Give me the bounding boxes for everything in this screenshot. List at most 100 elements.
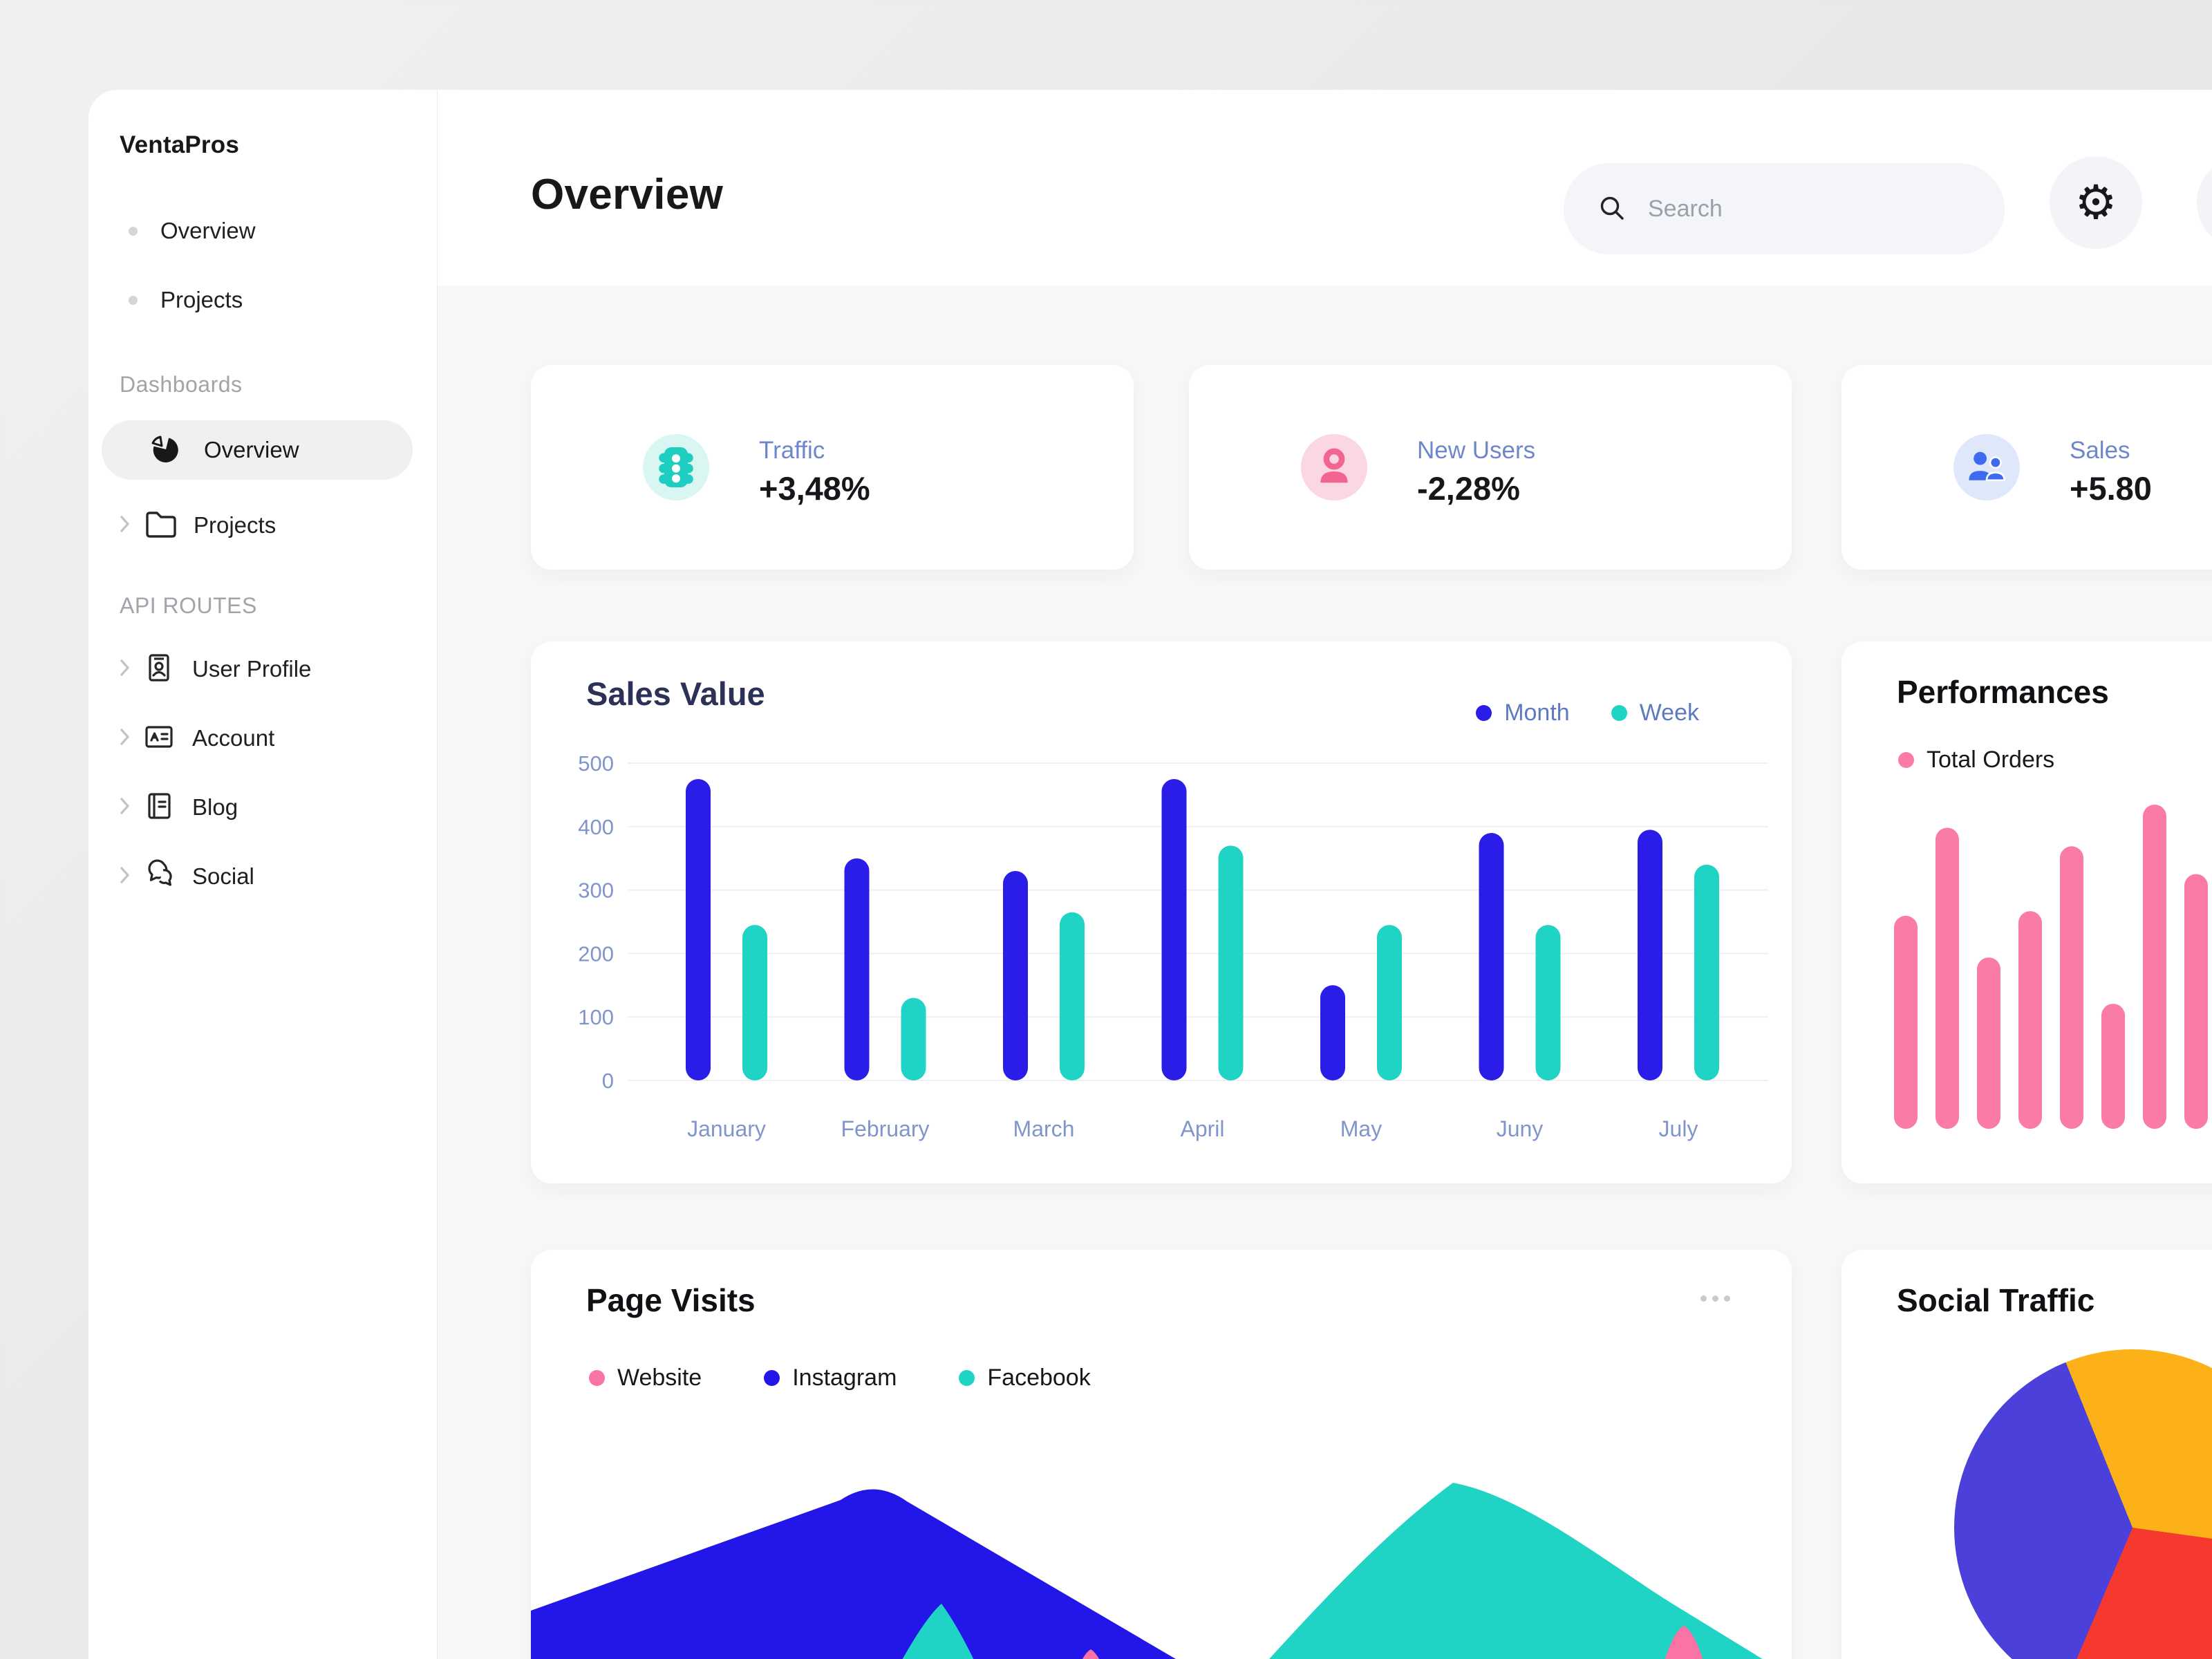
sidebar-item-account[interactable]: Account — [88, 715, 437, 761]
legend-label: Facebook — [987, 1365, 1091, 1391]
legend-label: Month — [1504, 700, 1570, 726]
contact-card-icon — [142, 720, 176, 757]
sidebar-item-label: Projects — [194, 512, 276, 538]
area-instagram — [531, 1489, 1176, 1659]
legend-dot-website — [589, 1370, 605, 1386]
stat-card-new-users: New Users -2,28% — [1189, 365, 1792, 570]
legend-item-instagram[interactable]: Instagram — [764, 1365, 897, 1391]
legend-label: Total Orders — [1927, 747, 2055, 773]
sidebar-item-overview-top[interactable]: Overview — [88, 209, 437, 252]
bar-total-orders-3 — [1977, 957, 2000, 1129]
page-visits-card: Page Visits Website Instagram Facebook — [531, 1250, 1792, 1659]
x-axis-tick-label: May — [1340, 1116, 1382, 1141]
stat-label: Sales — [2070, 437, 2130, 464]
search-input[interactable]: Search — [1564, 163, 2005, 254]
chevron-right-icon — [120, 659, 131, 680]
sidebar-item-social[interactable]: Social — [88, 854, 437, 899]
bar-month-january — [686, 778, 711, 1080]
bullet-dot-icon — [129, 226, 138, 236]
bar-month-february — [844, 858, 870, 1080]
legend-item-month[interactable]: Month — [1476, 700, 1570, 727]
settings-button[interactable]: ⚙ — [2050, 156, 2142, 249]
x-axis-tick-label: July — [1659, 1116, 1698, 1141]
y-axis-tick-label: 200 — [578, 941, 614, 966]
section-label-dashboards: Dashboards — [120, 372, 243, 397]
performances-card: Performances Total Orders — [1841, 641, 2212, 1183]
y-axis-tick-label: 500 — [578, 751, 614, 776]
sidebar-item-label: Overview — [160, 218, 256, 243]
bar-week-february — [901, 997, 926, 1080]
sidebar-item-label: Account — [192, 725, 275, 751]
legend-dot-total-orders — [1898, 752, 1914, 768]
bar-week-january — [742, 925, 767, 1080]
sales-value-card: Sales Value Month Week 0 100 200 300 400 500 J… — [531, 641, 1792, 1183]
bar-total-orders-2 — [1936, 827, 1959, 1129]
chevron-right-icon — [120, 797, 131, 818]
bar-total-orders-7 — [2143, 805, 2166, 1129]
stat-icon-circle — [643, 434, 709, 500]
y-axis-tick-label: 0 — [602, 1069, 614, 1093]
chevron-right-icon — [120, 515, 131, 536]
stat-card-traffic: Traffic +3,48% — [531, 365, 1134, 570]
sidebar-item-user-profile[interactable]: User Profile — [88, 646, 437, 692]
people-icon — [1969, 451, 2005, 482]
social-traffic-card: Social Traffic — [1841, 1250, 2212, 1659]
search-icon — [1600, 196, 1624, 220]
legend-item-website[interactable]: Website — [589, 1365, 702, 1391]
header-action-button-partial[interactable] — [2197, 156, 2212, 249]
stat-icon-circle — [1301, 434, 1367, 500]
search-placeholder: Search — [1648, 195, 1723, 222]
x-axis-tick-label: Juny — [1497, 1116, 1544, 1141]
legend-label: Instagram — [792, 1365, 897, 1391]
sidebar-item-label: User Profile — [192, 656, 312, 682]
x-axis-tick-label: March — [1013, 1116, 1075, 1141]
person-icon — [1320, 448, 1348, 483]
x-axis-tick-label: February — [841, 1116, 929, 1141]
sidebar-item-label: Blog — [192, 794, 238, 820]
performances-title: Performances — [1897, 674, 2109, 710]
gear-icon: ⚙ — [2074, 176, 2117, 229]
bullet-dot-icon — [129, 295, 138, 305]
bar-total-orders-4 — [2018, 911, 2042, 1129]
page-visits-title: Page Visits — [586, 1282, 756, 1318]
legend-label: Week — [1639, 700, 1699, 726]
sales-value-legend: Month Week — [1476, 700, 1699, 727]
x-axis-tick-label: January — [687, 1116, 766, 1141]
legend-dot-week — [1611, 705, 1627, 721]
y-axis-tick-label: 300 — [578, 879, 614, 903]
bar-week-july — [1694, 864, 1719, 1080]
sidebar-item-label: Social — [192, 863, 254, 889]
bar-week-april — [1218, 845, 1244, 1080]
legend-item-week[interactable]: Week — [1611, 700, 1699, 727]
bar-month-may — [1320, 985, 1345, 1080]
brand-logo: VentaPros — [120, 131, 239, 158]
legend-item-total-orders[interactable]: Total Orders — [1898, 747, 2054, 774]
stat-value: +3,48% — [759, 470, 870, 507]
chat-bubbles-icon — [142, 859, 176, 895]
bar-total-orders-5 — [2060, 846, 2083, 1129]
section-label-api-routes: API ROUTES — [120, 593, 257, 618]
stat-icon-circle — [1953, 434, 2020, 500]
header: Overview Search ⚙ — [438, 90, 2212, 285]
sidebar-item-projects-dashboard[interactable]: Projects — [88, 496, 437, 554]
traffic-light-icon — [659, 447, 693, 488]
y-axis-tick-label: 400 — [578, 815, 614, 839]
legend-dot-facebook — [959, 1370, 975, 1386]
bar-month-juny — [1479, 832, 1504, 1080]
bar-total-orders-8 — [2184, 874, 2208, 1129]
sidebar-item-overview-dashboard[interactable]: Overview — [102, 420, 413, 480]
page-visits-legend: Website Instagram Facebook — [589, 1365, 1091, 1391]
stat-value: +5.80 — [2070, 470, 2152, 507]
sidebar-item-projects-top[interactable]: Projects — [88, 279, 437, 321]
social-traffic-title: Social Traffic — [1897, 1282, 2095, 1318]
bar-month-march — [1003, 871, 1028, 1080]
legend-dot-instagram — [764, 1370, 780, 1386]
stat-card-sales: Sales +5.80 — [1841, 365, 2212, 570]
sidebar-item-blog[interactable]: Blog — [88, 785, 437, 830]
legend-item-facebook[interactable]: Facebook — [959, 1365, 1091, 1391]
ellipsis-icon[interactable] — [1700, 1295, 1730, 1302]
performances-bar-chart — [1894, 805, 2208, 1129]
social-traffic-pie-chart — [1954, 1349, 2212, 1659]
area-facebook — [902, 1483, 1763, 1659]
sidebar-item-label: Projects — [160, 287, 243, 312]
